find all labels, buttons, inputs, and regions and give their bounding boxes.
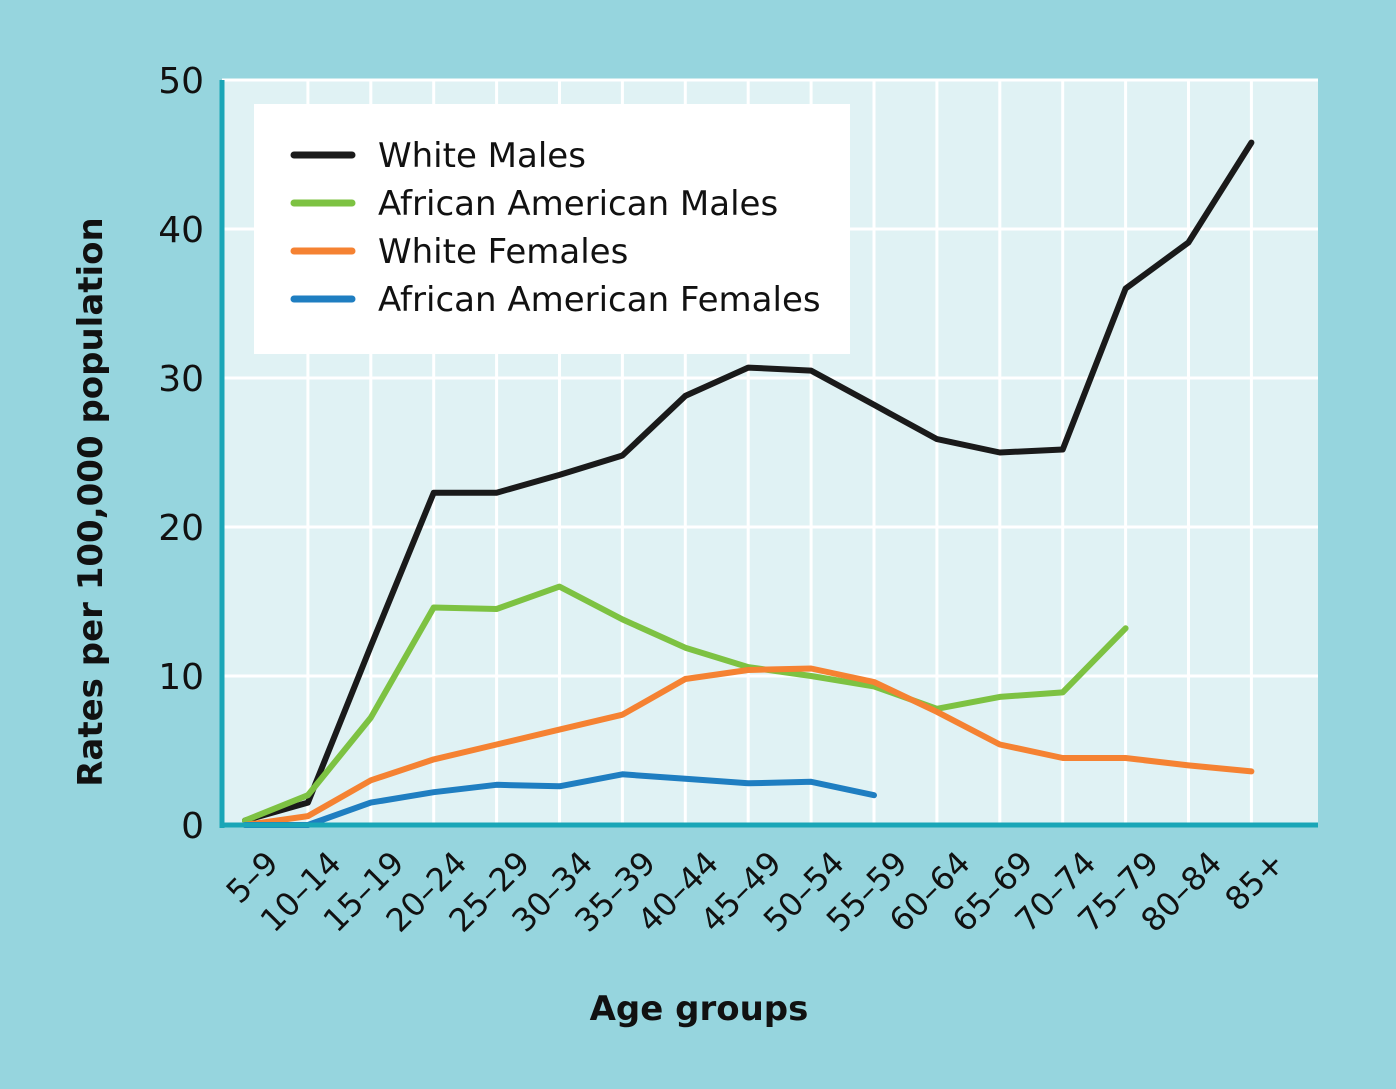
legend-label: African American Males <box>378 184 778 224</box>
y-tick-label: 0 <box>181 806 204 847</box>
y-axis-title: Rates per 100,000 population <box>71 217 111 787</box>
series-line-1 <box>242 583 1129 824</box>
legend-label: White Males <box>378 136 586 176</box>
y-tick-label: 30 <box>158 359 204 400</box>
y-tick-label: 40 <box>158 210 204 251</box>
x-tick-labels: 5–910–1415–1920–2425–2930–3435–3940–4445… <box>219 844 1292 940</box>
series-lines <box>242 139 1255 828</box>
y-tick-label: 50 <box>158 61 204 102</box>
y-tick-label: 10 <box>158 657 204 698</box>
legend: White Males African American Males White F… <box>254 104 850 354</box>
x-tick-label: 85+ <box>1217 844 1292 919</box>
y-tick-label: 20 <box>158 508 204 549</box>
legend-label: White Females <box>378 232 628 272</box>
series-line-3 <box>242 771 877 828</box>
series-line-0 <box>242 139 1255 824</box>
legend-label: African American Females <box>378 280 821 320</box>
series-line-2 <box>242 665 1255 828</box>
legend-box <box>254 104 850 354</box>
y-tick-labels: 0 10 20 30 40 50 <box>158 61 204 847</box>
x-axis-title: Age groups <box>590 989 809 1029</box>
